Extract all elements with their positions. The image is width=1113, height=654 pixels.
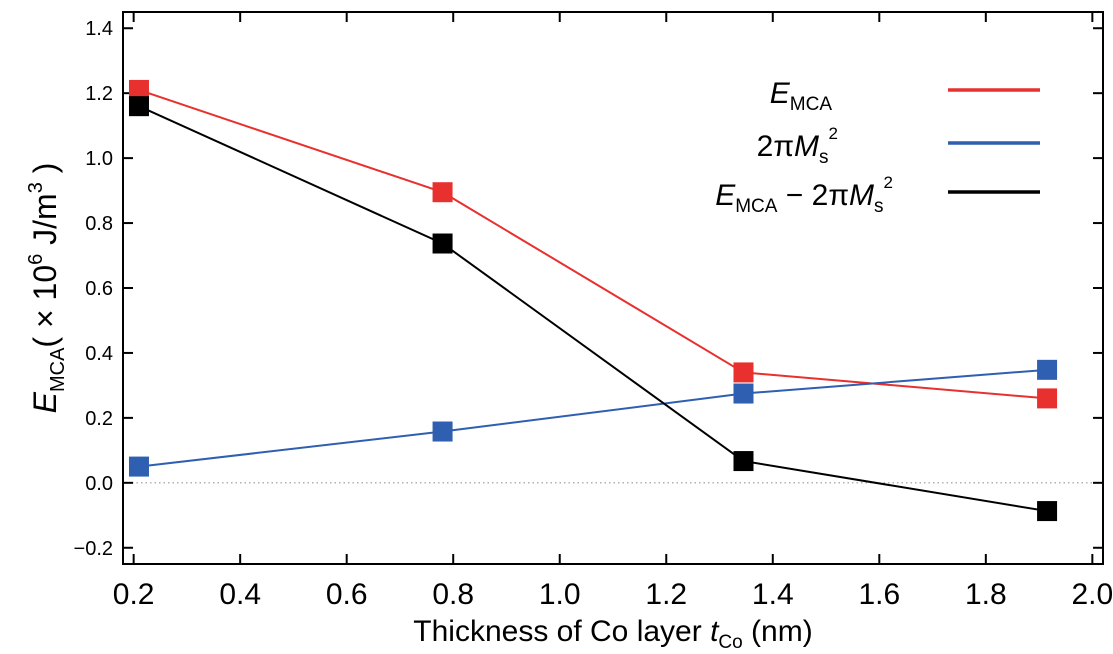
data-point-ms <box>432 421 453 442</box>
x-tick-label: 0.8 <box>432 578 474 611</box>
x-axis-label: Thickness of Co layer tCo (nm) <box>413 615 812 653</box>
legend-label-ms: 2πMs2 <box>757 124 838 168</box>
data-point-emca <box>128 79 149 100</box>
y-tick-label: 0.6 <box>85 278 113 300</box>
legend-label-diff: EMCA − 2πMs2 <box>715 173 893 217</box>
series-ms <box>128 359 1058 477</box>
data-point-emca <box>1037 388 1058 409</box>
data-point-emca <box>432 182 453 203</box>
data-point-ms <box>1037 359 1058 380</box>
x-tick-label: 1.6 <box>858 578 900 611</box>
series-emca <box>128 79 1058 409</box>
x-tick-label: 1.8 <box>965 578 1007 611</box>
y-tick-label: 1.4 <box>85 18 113 40</box>
x-tick-label: 2.0 <box>1071 578 1113 611</box>
series-line-ms <box>138 368 1048 468</box>
y-tick-label: 0.4 <box>85 343 113 365</box>
y-tick-label: 1.2 <box>85 83 113 105</box>
series-line-diff <box>138 105 1048 513</box>
x-tick-label: 0.2 <box>113 578 155 611</box>
data-point-diff <box>1037 501 1058 522</box>
y-tick-label: 0.0 <box>85 473 113 495</box>
y-tick-label: 1.0 <box>85 148 113 170</box>
x-tick-label: 0.4 <box>219 578 261 611</box>
series-line-emca <box>138 88 1048 400</box>
legend-label-emca: EMCA <box>770 77 833 115</box>
x-axis-ticks: 0.2 0.4 0.6 0.8 1.0 1.2 1.4 1.6 1.8 2.0 <box>113 12 1113 611</box>
legend: EMCA 2πMs2 EMCA − 2πMs2 <box>715 77 1040 217</box>
series-diff <box>128 96 1058 522</box>
x-tick-label: 1.4 <box>752 578 794 611</box>
y-tick-label: 0.8 <box>85 213 113 235</box>
y-axis-ticks: −0.2 0.0 0.2 0.4 0.6 0.8 1.0 1.2 1.4 <box>74 18 1103 560</box>
x-tick-label: 1.0 <box>539 578 581 611</box>
data-point-ms <box>733 383 754 404</box>
data-point-emca <box>733 362 754 383</box>
plot-frame <box>122 11 1104 565</box>
x-tick-label: 0.6 <box>326 578 368 611</box>
data-point-ms <box>128 456 149 477</box>
x-tick-label: 1.2 <box>645 578 687 611</box>
y-axis-label: EMCA( × 106 J/m3 ) <box>25 163 69 414</box>
data-point-diff <box>128 96 149 117</box>
y-tick-label: −0.2 <box>74 538 113 560</box>
data-series <box>128 79 1058 522</box>
y-tick-label: 0.2 <box>85 408 113 430</box>
data-point-diff <box>733 451 754 472</box>
data-point-diff <box>432 233 453 254</box>
